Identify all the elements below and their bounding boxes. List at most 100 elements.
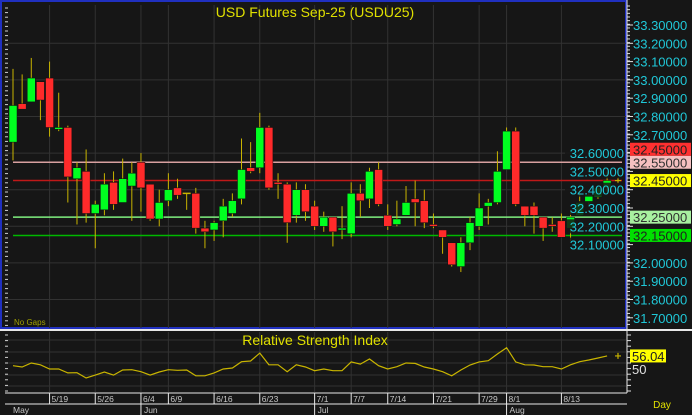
level-tag[interactable] xyxy=(630,228,691,242)
rsi-value-tag[interactable] xyxy=(630,349,666,363)
level-tag[interactable] xyxy=(630,155,691,169)
price-tick-label: 32.50000 xyxy=(570,164,624,179)
candle-down xyxy=(136,162,146,189)
date-axis[interactable]: 5/19 5/26 6/4 6/9 6/16 6/23 7/1 7/7 7/14 7/21 7/29… xyxy=(13,393,580,415)
candle-down xyxy=(548,224,557,227)
candle-down xyxy=(447,242,456,265)
candle-up xyxy=(154,202,164,220)
price-tick-label: 32.30000 xyxy=(570,201,624,216)
date-tick-label[interactable]: 8/13 xyxy=(563,394,580,404)
level-tag-label: 32.15000 xyxy=(633,228,687,243)
candle-up xyxy=(401,202,411,216)
candle-down xyxy=(438,229,447,238)
candle-down xyxy=(36,81,45,101)
rsi-title: Relative Strength Index xyxy=(242,332,388,348)
last-price-tag-label: 32.45000 xyxy=(633,174,687,189)
candle-up xyxy=(164,189,173,201)
candle-down xyxy=(420,200,429,223)
candle-down xyxy=(81,171,91,214)
candle-up xyxy=(493,171,502,203)
month-tick-label[interactable]: Aug xyxy=(510,405,525,415)
candle-up xyxy=(91,204,100,214)
candle-up xyxy=(218,205,228,222)
candle-down xyxy=(356,193,365,201)
price-tick-label-backing xyxy=(565,146,625,161)
no-gaps-label: No Gaps xyxy=(14,318,46,327)
candle-up xyxy=(456,242,466,267)
month-tick-label[interactable]: Jun xyxy=(144,405,158,415)
candle-up xyxy=(292,189,301,216)
date-tick-label[interactable]: 7/21 xyxy=(435,394,452,404)
price-tick-label: 33.10000 xyxy=(633,55,687,70)
date-tick-label[interactable]: 6/9 xyxy=(170,394,182,404)
price-tick-label-backing xyxy=(565,201,625,215)
rsi-tick-label: 50 xyxy=(632,362,646,377)
candle-up xyxy=(319,216,329,227)
rsi-value-label: 56.04 xyxy=(632,349,665,364)
price-panel-border xyxy=(0,0,627,329)
candle-down xyxy=(45,77,54,128)
candle-up xyxy=(392,218,402,225)
candle-up xyxy=(127,172,137,187)
candle-down xyxy=(145,183,155,220)
date-tick-label[interactable]: 7/1 xyxy=(317,394,329,404)
date-tick-label[interactable]: 8/1 xyxy=(509,394,521,404)
candle-up xyxy=(8,105,18,143)
price-tick-label: 32.40000 xyxy=(570,183,624,198)
last-price-tag[interactable] xyxy=(630,174,691,188)
candle-up xyxy=(346,193,356,234)
price-tick-label: 33.00000 xyxy=(633,73,687,88)
date-tick-label[interactable]: 7/14 xyxy=(390,394,407,404)
candle-down xyxy=(557,220,566,238)
date-tick-label[interactable]: 5/26 xyxy=(97,394,114,404)
level-tag[interactable] xyxy=(630,210,691,224)
price-tick-label: 31.80000 xyxy=(633,293,687,308)
candle-up xyxy=(228,200,237,214)
date-tick-label[interactable]: 6/4 xyxy=(143,394,155,404)
candle-up xyxy=(465,222,475,244)
price-tick-label: 31.70000 xyxy=(633,311,687,326)
date-tick-label[interactable]: 6/16 xyxy=(216,394,233,404)
candle-down xyxy=(410,198,420,203)
price-tick-label-backing xyxy=(565,164,625,179)
date-tick-label[interactable]: 6/23 xyxy=(262,394,279,404)
level-tag-label: 32.55000 xyxy=(633,155,687,170)
candle-down xyxy=(429,224,438,227)
month-tick-label[interactable]: Jul xyxy=(318,405,329,415)
rsi-last-marker-icon xyxy=(615,352,621,359)
price-tick-label: 32.20000 xyxy=(570,219,624,234)
candle-down xyxy=(109,182,118,205)
rsi-line xyxy=(12,346,608,379)
candle-up xyxy=(337,227,347,231)
price-tick-label: 31.90000 xyxy=(633,274,687,289)
candle-down xyxy=(520,205,530,216)
price-tick-label: 32.80000 xyxy=(633,110,687,125)
candle-down xyxy=(538,216,548,229)
candle-down xyxy=(173,187,182,196)
level-tag[interactable] xyxy=(630,142,691,156)
level-tag-label: 32.25000 xyxy=(633,210,687,225)
candle-up xyxy=(255,127,265,168)
price-tick-label-backing xyxy=(565,237,625,252)
month-tick-label[interactable]: May xyxy=(13,405,30,415)
candle-up xyxy=(72,167,82,179)
price-tick-label: 32.00000 xyxy=(633,256,687,271)
level-tag-label: 32.45000 xyxy=(633,142,687,157)
date-tick-label[interactable]: 7/29 xyxy=(481,394,498,404)
candle-down xyxy=(273,182,283,185)
candle-up xyxy=(237,169,246,200)
candle-down xyxy=(282,183,292,223)
candle-up xyxy=(54,127,63,130)
candle-down xyxy=(328,216,338,233)
price-tick-label-backing xyxy=(565,219,625,234)
period-label[interactable]: Day xyxy=(653,400,671,411)
candle-down xyxy=(264,127,274,189)
price-axis[interactable]: 33.30000 33.20000 33.10000 33.00000 32.90000… xyxy=(565,5,691,326)
candle-down xyxy=(63,127,73,178)
date-tick-label[interactable]: 7/7 xyxy=(353,394,365,404)
price-tick-label: 33.20000 xyxy=(633,36,687,51)
date-tick-label[interactable]: 5/19 xyxy=(52,394,69,404)
